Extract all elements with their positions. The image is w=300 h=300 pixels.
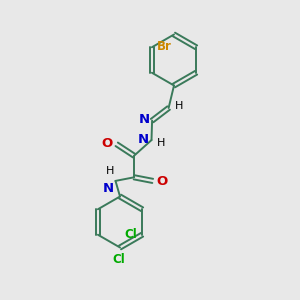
Text: N: N (138, 133, 149, 146)
Text: H: H (106, 167, 114, 176)
Text: O: O (156, 175, 168, 188)
Text: Br: Br (156, 40, 171, 53)
Text: O: O (102, 137, 113, 150)
Text: H: H (175, 100, 184, 111)
Text: N: N (103, 182, 114, 194)
Text: H: H (157, 138, 165, 148)
Text: Cl: Cl (112, 253, 125, 266)
Text: Cl: Cl (125, 228, 138, 241)
Text: N: N (139, 112, 150, 126)
